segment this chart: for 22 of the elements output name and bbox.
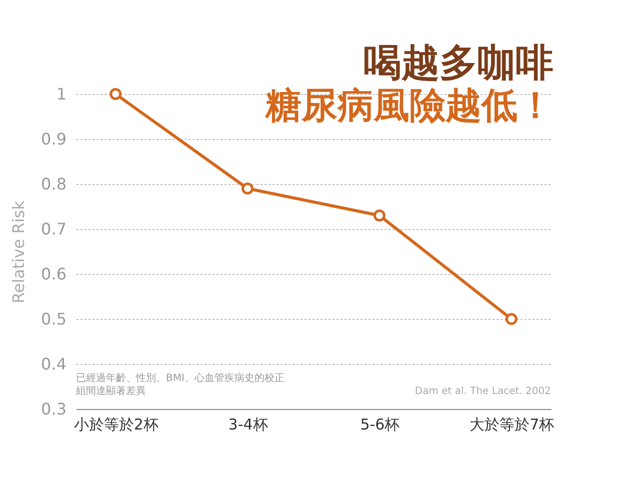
x-tick-label: 小於等於2杯 bbox=[74, 416, 158, 434]
point bbox=[505, 313, 518, 325]
y-axis-title: Relative Risk bbox=[9, 200, 28, 304]
chart-title: 喝越多咖啡 bbox=[364, 40, 554, 84]
x-tick-label: 5-6杯 bbox=[360, 416, 400, 434]
y-tick-label: 0.6 bbox=[41, 264, 66, 284]
y-tick-label: 0.3 bbox=[41, 400, 66, 418]
y-tick-label: 0.5 bbox=[41, 310, 66, 328]
y-tick-label: 0.8 bbox=[41, 174, 66, 194]
point bbox=[110, 88, 122, 100]
y-tick-label: 0.9 bbox=[41, 130, 66, 148]
annotation: Dam et al. The Lacet. 2002 bbox=[414, 386, 551, 397]
y-tick-label: 0.4 bbox=[41, 354, 66, 374]
annotation: 已經過年齡、性別、BMI、心血管疾病史的校正 bbox=[76, 372, 284, 384]
x-tick-label: 3-4杯 bbox=[228, 416, 268, 434]
point bbox=[373, 210, 386, 222]
y-tick-label: 1 bbox=[56, 84, 66, 104]
y-tick-label: 0.7 bbox=[41, 220, 66, 238]
x-tick-label: 大於等於7杯 bbox=[470, 416, 554, 434]
annotation: 組間達顯著差異 bbox=[75, 385, 146, 397]
point bbox=[242, 182, 254, 194]
chart-subtitle: 糖尿病風險越低！ bbox=[264, 85, 554, 126]
